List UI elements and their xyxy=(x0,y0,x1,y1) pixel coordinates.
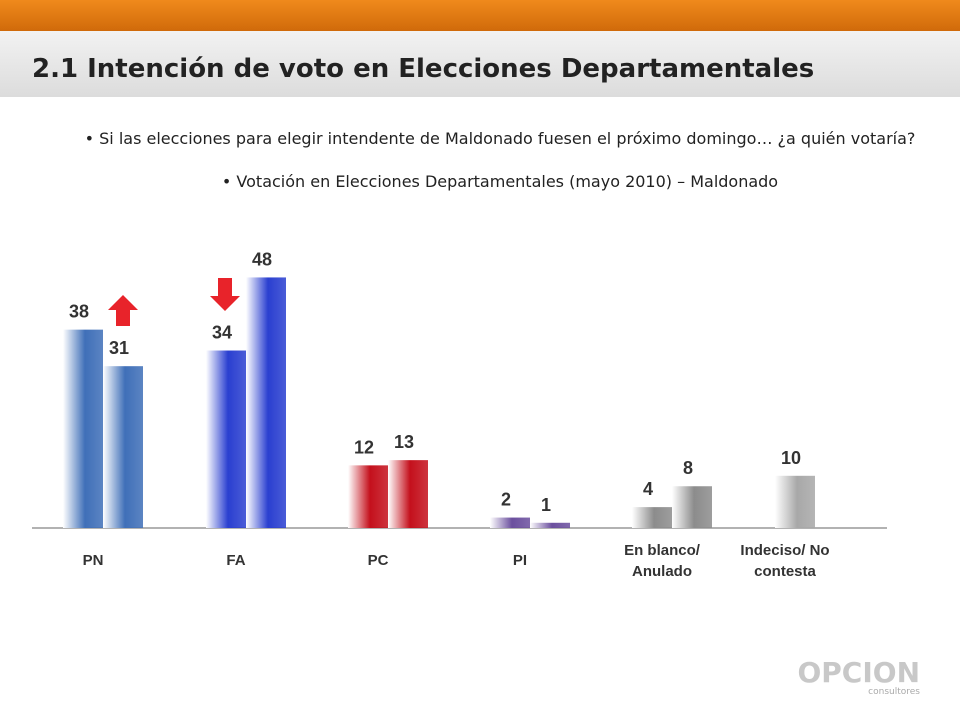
value-label: 12 xyxy=(354,437,374,457)
category-label: En blanco/ Anulado xyxy=(624,542,700,580)
bullet-text: Votación en Elecciones Departamentales (… xyxy=(236,172,779,191)
arrow-up xyxy=(108,295,138,326)
value-label: 13 xyxy=(394,432,414,452)
bar xyxy=(530,522,570,528)
category-label: Indeciso/ No contesta xyxy=(740,542,830,580)
bar xyxy=(246,277,286,528)
value-label: 1 xyxy=(541,495,551,515)
value-label: 2 xyxy=(501,490,511,510)
category-label: PC xyxy=(367,552,389,569)
bar xyxy=(775,475,815,528)
header-band xyxy=(0,31,960,97)
bar xyxy=(63,329,103,528)
category-label: PN xyxy=(82,552,104,569)
bar xyxy=(672,486,712,528)
value-label: 8 xyxy=(683,458,693,478)
bar xyxy=(632,507,672,528)
bullet: • Si las elecciones para elegir intenden… xyxy=(84,129,916,148)
logo: OPCION xyxy=(797,656,920,689)
category-label: FA xyxy=(226,552,246,569)
bullet-text: Si las elecciones para elegir intendente… xyxy=(99,129,916,148)
bar xyxy=(348,465,388,528)
category-label: PI xyxy=(512,552,528,569)
bar xyxy=(388,460,428,528)
value-label: 31 xyxy=(109,338,129,358)
value-label: 34 xyxy=(212,323,232,343)
bar xyxy=(103,366,143,528)
logo-sub: consultores xyxy=(868,687,920,697)
arrow-down xyxy=(210,278,240,311)
value-label: 38 xyxy=(69,302,89,322)
value-label: 48 xyxy=(252,249,272,269)
bar xyxy=(490,517,530,528)
value-label: 10 xyxy=(781,448,801,468)
slide-title: 2.1 Intención de voto en Elecciones Depa… xyxy=(32,54,814,84)
bullet: • Votación en Elecciones Departamentales… xyxy=(221,172,779,191)
bar xyxy=(206,350,246,528)
top-band xyxy=(0,0,960,31)
value-label: 4 xyxy=(643,479,653,499)
